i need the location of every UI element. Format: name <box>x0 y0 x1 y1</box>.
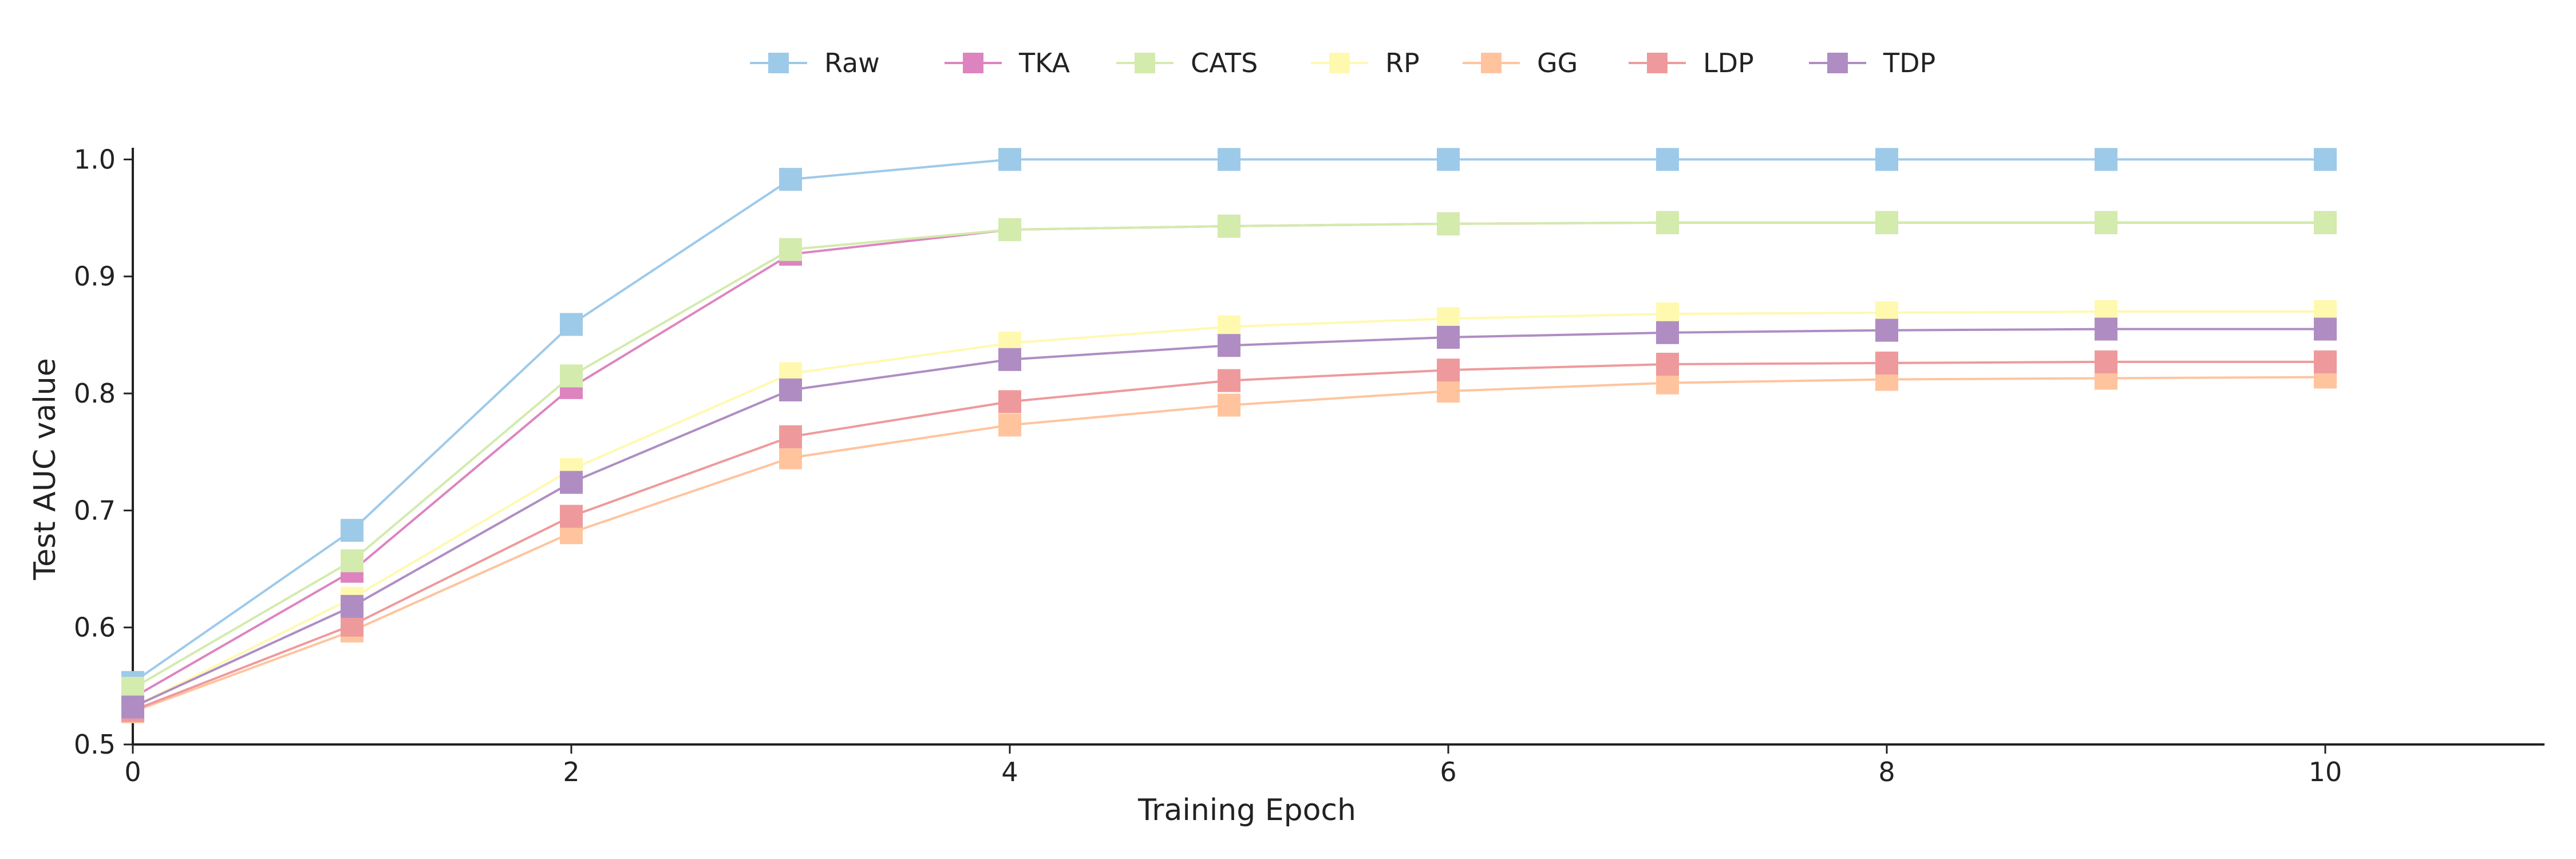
data-point <box>1656 211 1679 234</box>
series-line-cats <box>132 221 2325 689</box>
data-point <box>1656 321 1679 344</box>
data-point <box>1437 212 1460 235</box>
series-gg <box>121 365 2337 723</box>
series-line-raw <box>132 158 2325 684</box>
data-point <box>1656 352 1679 376</box>
data-point <box>2095 148 2117 171</box>
data-point <box>560 364 583 388</box>
axes: 0 2 4 6 8 10 0.5 0.6 0.7 0.8 0.9 1.0 Training Epoc… <box>28 144 2545 828</box>
data-point <box>998 413 1021 437</box>
legend-label: RP <box>1385 48 1420 78</box>
y-tick-label: 0.5 <box>74 729 116 760</box>
data-point <box>341 519 364 542</box>
data-point <box>1875 148 1898 171</box>
data-point <box>341 594 364 618</box>
legend-marker <box>1647 53 1668 73</box>
legend-marker <box>1481 53 1502 73</box>
data-point <box>779 446 802 470</box>
legend-label: CATS <box>1191 48 1258 78</box>
legend-label: LDP <box>1703 48 1754 78</box>
legend-item-tdp: TDP <box>1809 48 1935 78</box>
y-tick-label: 0.7 <box>74 495 116 526</box>
x-tick-label: 0 <box>124 756 141 787</box>
x-tick-label: 10 <box>2309 756 2342 787</box>
data-point <box>779 168 802 191</box>
data-point <box>2314 148 2337 171</box>
series-line-tka <box>132 221 2325 699</box>
data-point <box>560 313 583 336</box>
data-point <box>1218 214 1240 238</box>
legend-item-raw: Raw <box>750 48 880 78</box>
legend-marker <box>1827 53 1848 73</box>
legend-item-ldp: LDP <box>1629 48 1754 78</box>
legend-marker <box>768 53 789 73</box>
data-point <box>1218 148 1240 171</box>
legend-label: GG <box>1537 48 1578 78</box>
legend-label: TDP <box>1883 48 1935 78</box>
data-point <box>998 390 1021 413</box>
legend-item-cats: CATS <box>1116 48 1258 78</box>
data-point <box>560 505 583 528</box>
legend-item-tka: TKA <box>945 48 1070 78</box>
data-point <box>560 471 583 494</box>
data-point <box>341 549 364 573</box>
data-point <box>1437 148 1460 171</box>
series-tka <box>121 211 2337 710</box>
x-ticks: 0 2 4 6 8 10 <box>124 744 2342 787</box>
data-point <box>121 695 144 719</box>
x-tick-label: 6 <box>1440 756 1456 787</box>
legend-marker <box>1135 53 1155 73</box>
data-point <box>779 238 802 261</box>
y-axis-title: Test AUC value <box>28 358 62 580</box>
data-point <box>1437 325 1460 349</box>
data-point <box>1218 369 1240 392</box>
y-tick-label: 0.6 <box>74 612 116 643</box>
legend: Raw TKA CATS RP GG LDP TDP <box>750 48 1935 78</box>
legend-label: Raw <box>824 48 880 78</box>
data-point <box>1875 318 1898 342</box>
x-axis-title: Training Epoch <box>1137 793 1356 828</box>
data-point <box>1656 148 1679 171</box>
data-point <box>2095 317 2117 341</box>
data-point <box>2314 350 2337 373</box>
series-cats <box>121 211 2337 700</box>
data-point <box>779 425 802 448</box>
data-point <box>2314 211 2337 234</box>
data-point <box>1437 379 1460 403</box>
y-tick-label: 0.9 <box>74 261 116 292</box>
x-tick-label: 8 <box>1878 756 1895 787</box>
y-tick-label: 1.0 <box>74 144 116 175</box>
x-tick-label: 4 <box>1001 756 1018 787</box>
data-point <box>779 378 802 401</box>
legend-label: TKA <box>1018 48 1070 78</box>
data-point <box>1437 358 1460 382</box>
data-point <box>1875 211 1898 234</box>
data-point <box>2095 350 2117 373</box>
data-point <box>998 218 1021 242</box>
data-point <box>998 148 1021 171</box>
data-point <box>2314 317 2337 341</box>
legend-marker <box>1329 53 1350 73</box>
x-tick-label: 2 <box>563 756 579 787</box>
data-point <box>2095 211 2117 234</box>
series-tdp <box>121 317 2337 719</box>
legend-item-rp: RP <box>1311 48 1420 78</box>
data-point <box>1875 351 1898 375</box>
legend-item-gg: GG <box>1463 48 1578 78</box>
data-point <box>1218 393 1240 417</box>
data-point <box>1218 334 1240 357</box>
plot-area <box>121 148 2337 723</box>
y-ticks: 0.5 0.6 0.7 0.8 0.9 1.0 <box>74 144 133 760</box>
legend-marker <box>963 53 983 73</box>
y-tick-label: 0.8 <box>74 378 116 409</box>
data-point <box>998 348 1021 371</box>
